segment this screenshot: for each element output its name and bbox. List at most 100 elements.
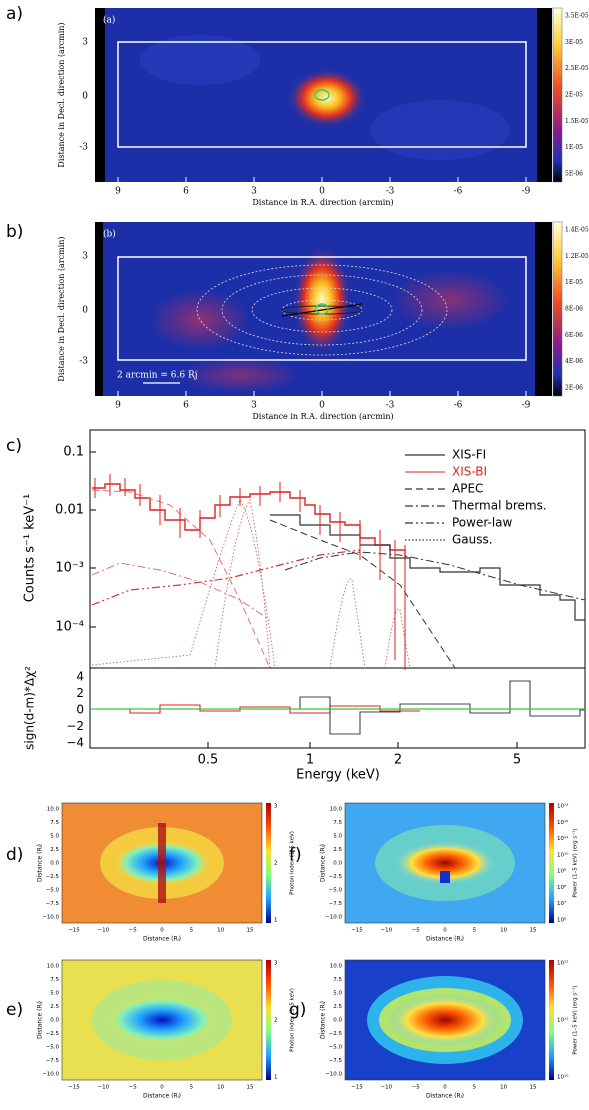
y-tick-label: −7.5 [46, 901, 60, 907]
map-region [393, 841, 497, 885]
x-axis-label: Distance in R.A. direction (arcmin) [252, 198, 393, 207]
y-tick-label: 0.0 [50, 861, 59, 867]
x-tick-label: -6 [454, 401, 463, 411]
map-image [61, 959, 263, 1081]
x-tick-label: −5 [412, 928, 421, 934]
y-axis-label: Distance (Rⱼ) [320, 844, 327, 882]
y-tick-label: −7.5 [46, 1058, 60, 1064]
x-tick-label: 0 [319, 187, 325, 197]
x-tick-label: -6 [454, 187, 463, 197]
y-axis-label: Distance (Rⱼ) [320, 1001, 327, 1039]
image-b [95, 222, 552, 396]
y-tick-label: -3 [79, 357, 88, 367]
y-tick-label: 0 [82, 306, 88, 316]
x-tick-label: −5 [412, 1085, 421, 1091]
colorbar-b [552, 221, 563, 397]
residual-tick-label: −4 [66, 736, 84, 750]
y-tick-label: 2.5 [50, 1004, 59, 1010]
residual-tick-label: 0 [76, 703, 84, 717]
y-tick-label: 0.0 [333, 861, 342, 867]
x-tick-label: 5 [473, 1085, 477, 1091]
x-tick-label: 10 [217, 928, 224, 934]
map-region [440, 871, 450, 883]
panel-label: a) [6, 4, 23, 24]
x-tick-label: 0 [160, 928, 164, 934]
colorbar-tick-label: 1E-05 [565, 144, 583, 151]
y-tick-label: −2.5 [329, 874, 343, 880]
colorbar-tick-label: 3 [274, 804, 278, 810]
x-tick-label: 5 [190, 1085, 194, 1091]
x-tick-label: 10 [500, 1085, 507, 1091]
y-tick-label: 0.0 [50, 1018, 59, 1024]
y-tick-label: 5.0 [50, 834, 59, 840]
y-tick-label: -3 [79, 143, 88, 153]
map-region [107, 996, 217, 1044]
residual-tick-label: 2 [76, 686, 84, 700]
y-tick-label: 2.5 [50, 847, 59, 853]
colorbar [549, 960, 554, 1080]
x-tick-label: -9 [522, 401, 531, 411]
x-tick-label: 1 [306, 753, 314, 768]
y-tick-label: 3 [82, 38, 88, 48]
colorbar [549, 803, 554, 923]
colorbar-tick-label: 10⁷ [557, 900, 566, 907]
colorbar-label: Power (1–5 keV) (erg s⁻¹) [572, 985, 579, 1054]
y-tick-label: −7.5 [329, 1058, 343, 1064]
colorbar-tick-label: 10¹² [557, 819, 568, 826]
y-tick-label: 7.5 [50, 977, 59, 983]
y-tick-label: −10.0 [325, 915, 342, 921]
colorbar-tick-label: 5E-06 [565, 171, 583, 178]
y-tick-label: −5.0 [46, 1045, 60, 1051]
x-tick-label: 9 [115, 401, 121, 411]
y-axis-label: Distance (Rⱼ) [37, 1001, 44, 1039]
x-tick-label: -3 [386, 187, 395, 197]
y-tick-label: 2.5 [333, 1004, 342, 1010]
x-tick-label: 15 [530, 1085, 537, 1091]
residual-tick-label: −2 [66, 719, 84, 733]
map-frame [61, 802, 263, 924]
colorbar-tick-label: 2E-05 [565, 92, 583, 99]
x-tick-label: -9 [522, 187, 531, 197]
legend-entry: Gauss. [452, 533, 493, 547]
legend-entry: XIS-BI [452, 465, 487, 479]
y-tick-label: 0.1 [63, 445, 84, 460]
y-tick-label: −5.0 [329, 1045, 343, 1051]
y-tick-label: 10.0 [47, 807, 60, 813]
x-tick-label: −10 [98, 1085, 110, 1091]
panel-label: d) [6, 845, 23, 865]
y-tick-label: 10.0 [330, 964, 343, 970]
x-tick-label: −10 [381, 928, 393, 934]
maps [61, 802, 554, 1081]
colorbar-tick-label: 10¹² [557, 960, 568, 967]
residual-axis-label: sign(d-m)*Δχ² [23, 666, 37, 750]
y-tick-label: 5.0 [333, 991, 342, 997]
colorbar-tick-label: 3E-05 [565, 39, 583, 46]
y-tick-label: 10⁻³ [55, 561, 84, 576]
y-tick-label: 10.0 [330, 807, 343, 813]
x-tick-label: 9 [115, 187, 121, 197]
map-image [61, 802, 263, 924]
map-region [158, 823, 166, 903]
colorbar-tick-label: 2.5E-05 [565, 65, 589, 72]
y-axis-label: Distance (Rⱼ) [37, 844, 44, 882]
colorbar-label: Power (1–5 keV) (erg s⁻¹) [572, 828, 579, 897]
y-tick-label: −7.5 [329, 901, 343, 907]
y-tick-label: 2.5 [333, 847, 342, 853]
y-tick-label: 5.0 [333, 834, 342, 840]
y-tick-label: 10⁻⁴ [55, 620, 84, 635]
image-tag: (a) [103, 15, 115, 26]
colorbar-tick-label: 3 [274, 961, 278, 967]
x-tick-label: 10 [500, 928, 507, 934]
map-frame [61, 959, 263, 1081]
colorbar-a [552, 7, 563, 183]
x-tick-label: −15 [68, 928, 80, 934]
colorbar-tick-label: 10¹⁰ [557, 851, 569, 858]
colorbar-tick-label: 8E-06 [565, 306, 583, 313]
colorbar-tick-label: 6E-06 [565, 332, 583, 339]
y-tick-label: 3 [82, 252, 88, 262]
colorbar-tick-label: 1 [274, 918, 278, 924]
y-axis-label: Counts s⁻¹ keV⁻¹ [23, 494, 38, 603]
colorbar-tick-label: 10¹¹ [557, 835, 568, 842]
map-frame [344, 802, 546, 924]
x-tick-label: 0 [160, 1085, 164, 1091]
